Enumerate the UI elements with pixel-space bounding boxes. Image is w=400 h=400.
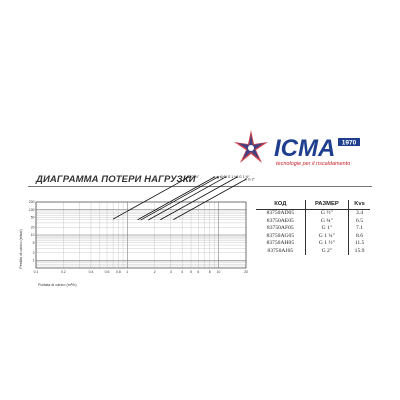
y-axis-label: Perdita di carico (mbar) — [19, 229, 23, 269]
diagram-heading: ДИАГРАММА ПОТЕРИ НАГРУЗКИ — [36, 174, 196, 185]
spec-table-header: КОД РАЗМЕР Kvs — [256, 200, 370, 210]
x-tick-label: 0.4 — [89, 270, 94, 274]
series-label: G ¾" — [216, 175, 224, 179]
cell-kvs: 3.4 — [348, 209, 370, 218]
y-tick-label: 200 — [29, 200, 35, 204]
series-labels: G ½" G ¾"G 1" G 1 ¼" G 1 ½"G 2" — [191, 175, 255, 182]
cell-size: G 1 ½" — [304, 239, 349, 248]
spec-table: КОД РАЗМЕР Kvs 83750AD05 G ½" 3.4 83750A… — [256, 200, 370, 256]
series-end-marker — [188, 175, 191, 178]
y-tick-label: 50 — [31, 215, 35, 219]
cell-code: 83750AH05 — [266, 240, 295, 247]
y-tick-label: 10 — [31, 233, 35, 237]
cell-code: 83750AG05 — [266, 232, 295, 239]
series-line — [148, 176, 226, 221]
series-end-marker — [217, 175, 220, 179]
logo-wordmark: ICMA — [274, 135, 335, 162]
icma-logo-graphic: ICMA 1970 tecnologie per il riscaldament… — [234, 130, 360, 167]
series-label: G 2" — [248, 177, 255, 181]
x-tick-label: 20 — [244, 270, 248, 274]
x-tick-labels: 0.1 0.2 0.4 0.6 0.8 1 2 3 4 5 6 8 10 20 — [34, 270, 248, 274]
x-tick-label: 0.1 — [34, 270, 39, 274]
table-row: 83750AD05 G ½" 3.4 — [256, 209, 370, 218]
cell-kvs: 8.6 — [348, 232, 370, 240]
cell-code: 83750AF05 — [266, 225, 294, 232]
series-end-marker — [213, 176, 216, 179]
logo-badge: 1970 — [342, 140, 357, 147]
series-lines — [112, 175, 248, 221]
x-tick-label: 10 — [217, 270, 221, 274]
cell-code: 83750AE05 — [266, 217, 294, 224]
cell-code: 83750AJ05 — [267, 247, 294, 254]
series-label: G 1 ½" — [239, 175, 250, 179]
series-label: G 1" — [220, 175, 227, 179]
table-row: 83750AH05 G 1 ½" 11.5 — [256, 239, 370, 248]
header-size: РАЗМЕР — [304, 200, 349, 210]
cell-kvs: 6.5 — [348, 217, 370, 225]
series-line — [173, 178, 247, 220]
chart-grid — [35, 201, 247, 269]
header-code: КОД — [256, 200, 306, 210]
y-tick-label: 2 — [33, 251, 35, 255]
series-end-marker — [224, 175, 227, 179]
heading-divider — [28, 186, 372, 187]
table-row: 83750AJ05 G 2" 15.9 — [256, 247, 370, 256]
cell-size: G 1 ¼" — [304, 232, 349, 240]
series-label: G 1 ¼" — [228, 175, 239, 179]
x-tick-label: 6 — [197, 270, 199, 274]
cell-size: G ¾" — [304, 217, 349, 225]
x-axis-label: Portata di carico (m³/h) — [38, 283, 77, 287]
table-row: 83750AG05 G 1 ¼" 8.6 — [256, 232, 370, 240]
cell-kvs: 15.9 — [348, 247, 370, 256]
x-tick-label: 3 — [170, 270, 172, 274]
x-tick-label: 5 — [190, 270, 192, 274]
x-tick-label: 1 — [126, 270, 128, 274]
y-tick-label: 100 — [29, 208, 35, 212]
x-tick-label: 2 — [154, 270, 156, 274]
series-end-marker — [236, 175, 239, 179]
logo-tagline: tecnologie per il riscaldamento — [276, 161, 350, 167]
y-tick-label: 1 — [33, 259, 35, 263]
cell-size: G 1" — [304, 224, 349, 233]
cell-size: G 2" — [304, 247, 349, 256]
cell-code: 83750AD05 — [266, 210, 295, 216]
series-line — [140, 176, 219, 221]
x-tick-label: 0.8 — [116, 270, 121, 274]
table-row: 83750AF05 G 1" 7.1 — [256, 224, 370, 233]
x-tick-label: 0.6 — [105, 270, 110, 274]
y-tick-label: 5 — [33, 241, 35, 245]
y-tick-label: 20 — [31, 226, 35, 230]
header-kvs: Kvs — [348, 200, 370, 210]
series-label: G ½" — [191, 175, 199, 179]
table-row: 83750AE05 G ¾" 6.5 — [256, 217, 370, 225]
pressure-loss-chart: 0.1 0.2 0.4 0.6 0.8 1 2 3 4 5 6 8 10 20 1 2 5 10 20 50 100 2… — [19, 175, 255, 287]
series-line — [160, 176, 238, 221]
series-line — [137, 176, 215, 221]
series-line — [112, 176, 190, 220]
x-tick-label: 8 — [209, 270, 211, 274]
cell-size: G ½" — [304, 209, 349, 218]
star-emblem-icon — [234, 130, 268, 163]
icma-logo: ICMA 1970 tecnologie per il riscaldament… — [232, 126, 382, 172]
x-tick-label: 4 — [181, 270, 183, 274]
plot-frame — [35, 201, 247, 269]
cell-kvs: 11.5 — [348, 239, 370, 248]
cell-kvs: 7.1 — [348, 224, 370, 233]
x-tick-label: 0.2 — [61, 270, 66, 274]
series-end-marker — [244, 178, 248, 181]
y-tick-labels: 1 2 5 10 20 50 100 200 — [29, 200, 35, 262]
logo-badge-bg — [338, 138, 360, 146]
